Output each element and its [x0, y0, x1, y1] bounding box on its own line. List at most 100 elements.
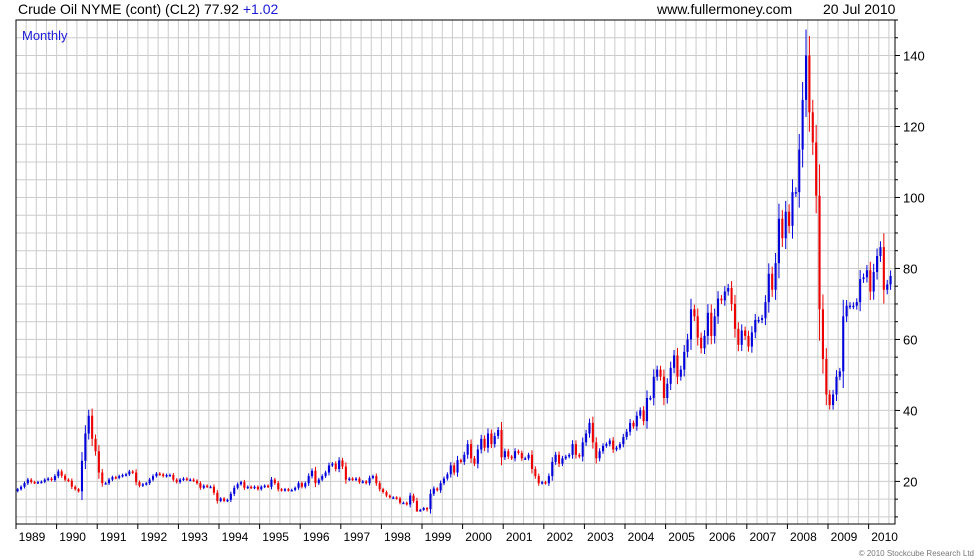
candle-body [713, 316, 716, 336]
candle-body [645, 398, 649, 422]
x-tick-label: 2000 [465, 530, 492, 544]
x-tick-label: 1997 [343, 530, 370, 544]
candle-body [463, 454, 466, 462]
candle-body [101, 472, 104, 484]
last-price: 77.92 [203, 1, 239, 17]
candle-body [145, 483, 148, 485]
candle-body [128, 471, 131, 475]
candle-body [771, 273, 774, 290]
candle-body [30, 479, 33, 483]
candle-body [784, 211, 787, 239]
candle-body [524, 458, 527, 460]
candle-body [470, 444, 473, 459]
x-tick-label: 2003 [587, 530, 614, 544]
candle-body [642, 410, 645, 422]
candle-body [91, 415, 94, 439]
y-tick-label: 140 [903, 48, 925, 63]
candle-body [818, 195, 821, 310]
candle-body [821, 309, 824, 359]
candle-body [442, 478, 446, 484]
candle-body [845, 305, 848, 317]
candle-body [277, 483, 280, 490]
candle-body [510, 456, 513, 459]
candle-body [94, 438, 97, 452]
x-tick-label: 1991 [100, 530, 127, 544]
candle-body [409, 495, 412, 505]
candle-body [348, 478, 351, 481]
candle-body [47, 478, 50, 481]
candle-body [639, 410, 642, 416]
candle-body [859, 279, 862, 303]
candle-body [104, 483, 107, 485]
candle-body [601, 445, 605, 452]
candle-body [185, 478, 188, 481]
candle-body [415, 500, 418, 512]
x-tick-label: 2002 [546, 530, 573, 544]
candle-body [23, 483, 26, 487]
candle-body [588, 422, 591, 434]
candle-body [838, 371, 841, 377]
candle-body [307, 476, 310, 484]
candle-body [26, 479, 29, 484]
candle-body [520, 453, 523, 459]
candle-body [338, 460, 341, 469]
candle-body [517, 451, 520, 454]
y-tick-label: 80 [903, 261, 917, 276]
x-tick-label: 1996 [303, 530, 330, 544]
instrument-name: Crude Oil NYME (cont) (CL2) [18, 1, 201, 17]
candle-body [754, 319, 757, 333]
candle-body [67, 479, 70, 482]
candle-body [503, 451, 506, 458]
candle-body [324, 472, 327, 477]
candle-body [744, 330, 747, 336]
candle-body [446, 474, 449, 479]
candle-body [652, 376, 655, 398]
candle-body [53, 476, 56, 480]
candle-body [683, 351, 686, 370]
candle-body [422, 508, 425, 510]
x-tick-label: 1998 [384, 530, 411, 544]
candle-body [206, 485, 209, 488]
candle-body [280, 489, 283, 491]
candle-body [70, 480, 73, 487]
candle-body [57, 471, 60, 477]
copyright-credit: © 2010 Stockcube Research Ltd [858, 549, 974, 558]
candle-body [781, 218, 784, 239]
candle-body [246, 486, 249, 489]
candle-body [64, 475, 67, 480]
candle-body [436, 488, 439, 491]
candle-body [513, 451, 517, 459]
candle-body [456, 460, 459, 473]
chart-header-title: Crude Oil NYME (cont) (CL2) 77.92 +1.02 [18, 0, 278, 18]
price-change: +1.02 [242, 1, 279, 17]
x-tick-label: 1993 [181, 530, 208, 544]
candle-body [760, 318, 764, 320]
candle-body [270, 479, 273, 487]
candle-body [632, 422, 635, 427]
candle-body [175, 479, 178, 483]
candle-body [693, 309, 696, 317]
candle-body [135, 472, 138, 483]
plot-area [16, 20, 895, 524]
candle-body [253, 486, 256, 489]
candle-body [182, 478, 185, 481]
candle-body [750, 332, 753, 347]
candle-body [179, 479, 182, 483]
candle-body [426, 508, 429, 510]
candle-body [764, 302, 767, 319]
candle-body [331, 463, 334, 466]
candle-body [727, 287, 730, 292]
candle-body [321, 476, 324, 480]
candle-body [121, 475, 124, 477]
candle-body [107, 479, 111, 484]
candle-body [649, 398, 652, 400]
candle-body [544, 482, 547, 484]
candle-body [20, 486, 23, 490]
candle-body [666, 383, 669, 398]
candle-body [87, 415, 90, 434]
candle-body [808, 55, 811, 113]
candle-body [757, 319, 760, 322]
candle-body [828, 394, 831, 406]
candle-body [111, 477, 114, 480]
candle-body [368, 477, 371, 484]
